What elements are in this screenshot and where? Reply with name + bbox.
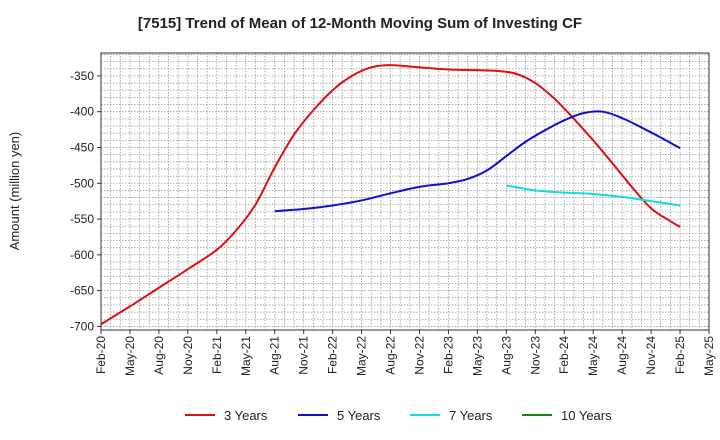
x-tick-label: Aug-21 [268, 336, 282, 375]
legend-label-0: 3 Years [224, 408, 268, 423]
plot-border [100, 52, 710, 331]
x-tick-label: May-20 [123, 336, 137, 376]
y-tick-label: -400 [70, 105, 94, 119]
x-tick-label: Feb-23 [441, 336, 455, 374]
y-tick-label: -650 [70, 284, 94, 298]
x-tick-label: Nov-21 [297, 336, 311, 375]
y-tick-label: -500 [70, 176, 94, 190]
x-tick-label: Feb-24 [557, 336, 571, 374]
plot-area [101, 53, 709, 330]
x-tick-label: Nov-24 [644, 336, 658, 375]
y-tick-label: -550 [70, 212, 94, 226]
y-tick-label: -450 [70, 140, 94, 154]
x-tick-label: Feb-20 [94, 336, 108, 374]
legend: 3 Years 5 Years 7 Years 10 Years [185, 408, 612, 423]
x-tick-label: May-22 [355, 336, 369, 376]
x-tick-label: Aug-22 [384, 336, 398, 375]
x-tick-label: Feb-22 [326, 336, 340, 374]
x-tick-label: Nov-20 [181, 336, 195, 375]
series-line-1 [274, 110, 681, 213]
series-line-0 [100, 64, 681, 326]
y-tick-label: -600 [70, 248, 94, 262]
x-tick-label: Aug-24 [615, 336, 629, 375]
y-axis: -350 -400 -450 -500 -550 -600 -650 -700 [70, 69, 101, 333]
x-tick-label: Nov-23 [528, 336, 542, 375]
plot-background [101, 53, 709, 330]
chart-title: [7515] Trend of Mean of 12-Month Moving … [138, 15, 582, 32]
y-tick-label: -350 [70, 69, 94, 83]
y-tick-label: -700 [70, 319, 94, 333]
series-lines [100, 64, 681, 326]
x-tick-label: Feb-21 [210, 336, 224, 374]
x-tick-label: Nov-22 [412, 336, 426, 375]
x-tick-label: May-25 [702, 336, 716, 376]
legend-label-2: 7 Years [449, 408, 493, 423]
x-tick-label: May-23 [470, 336, 484, 376]
legend-label-1: 5 Years [337, 408, 381, 423]
x-tick-label: May-21 [239, 336, 253, 376]
series-line-2 [506, 184, 681, 207]
x-axis: Feb-20 May-20 Aug-20 Nov-20 Feb-21 May-21 Aug-… [94, 330, 716, 376]
x-tick-label: Feb-25 [673, 336, 687, 374]
x-tick-label: Aug-20 [152, 336, 166, 375]
legend-label-3: 10 Years [561, 408, 612, 423]
grid [101, 53, 709, 330]
x-tick-label: May-24 [586, 336, 600, 376]
plot-frame [100, 52, 710, 331]
x-tick-label: Aug-23 [499, 336, 513, 375]
y-axis-label: Amount (million yen) [7, 132, 22, 251]
